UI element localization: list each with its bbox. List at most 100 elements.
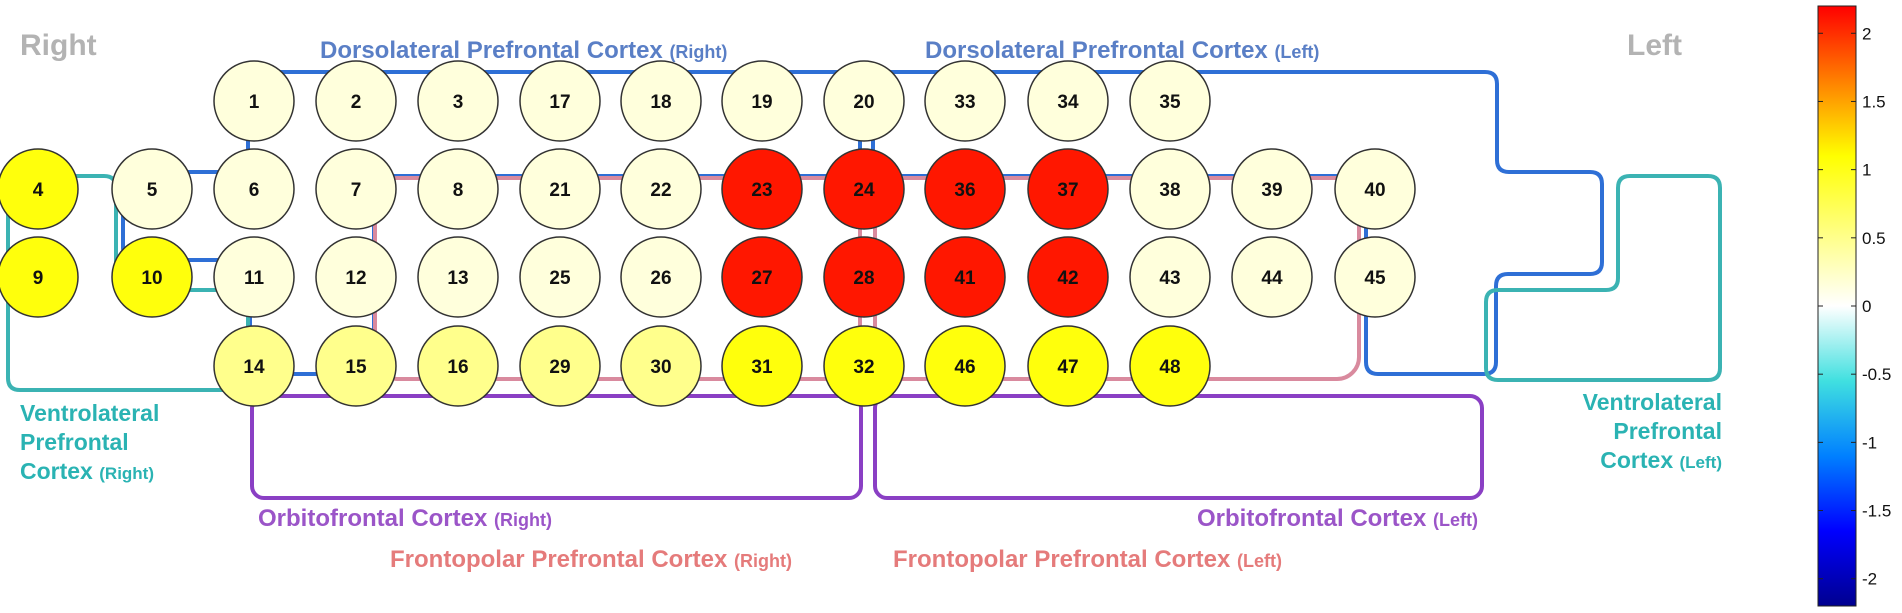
vlpfc-right-line3-text: Cortex [20,458,93,484]
channel-37-label: 37 [1057,180,1078,201]
channel-5-label: 5 [147,180,158,201]
channel-13-circle [417,236,499,318]
channel-42-circle [1027,236,1109,318]
channel-45-circle [1334,236,1416,318]
dlpfc-left-label: Dorsolateral Prefrontal Cortex (Left) [925,37,1319,64]
channel-23-circle [721,148,803,230]
channel-40-label: 40 [1364,180,1385,201]
ofc-left-label: Orbitofrontal Cortex (Left) [1197,505,1478,532]
vlpfc-left-side: (Left) [1680,453,1722,472]
channel-24-label: 24 [853,180,875,201]
channel-31-circle [721,325,803,407]
channel-26-label: 26 [650,268,671,289]
channel-40-circle [1334,148,1416,230]
side-label-right: Right [20,29,97,62]
channel-30-label: 30 [650,357,671,378]
dlpfc-right-label: Dorsolateral Prefrontal Cortex (Right) [320,37,727,64]
channel-42-label: 42 [1057,268,1078,289]
channel-14-label: 14 [243,357,265,378]
channel-6-circle [213,148,295,230]
channel-2-label: 2 [351,92,362,113]
ofc-left-outline [873,394,1484,500]
channel-39-circle [1231,148,1313,230]
fppfc-left-side: (Left) [1237,551,1282,571]
channel-30-circle [620,325,702,407]
channel-grid: 1 2 3 17 18 19 20 33 34 354 5 6 7 8 21 22 23 24 36 37 38 39 40… [0,60,1416,407]
channel-32-label: 32 [853,357,874,378]
channel-43-circle [1129,236,1211,318]
vlpfc-left-line1: Ventrolateral [1583,389,1722,415]
vlpfc-left-line3-text: Cortex [1600,447,1673,473]
colorbar-tick-label: 1 [1862,161,1871,180]
channel-38-circle [1129,148,1211,230]
vlpfc-right-line3: Cortex (Right) [20,458,154,484]
channel-29-label: 29 [549,357,570,378]
channel-38-label: 38 [1159,180,1180,201]
channel-23-label: 23 [751,180,772,201]
channel-34-label: 34 [1057,92,1079,113]
channel-16-label: 16 [447,357,468,378]
channel-6-label: 6 [249,180,260,201]
channel-33-circle [924,60,1006,142]
channel-15-circle [315,325,397,407]
fppfc-left-name: Frontopolar Prefrontal Cortex [893,546,1231,573]
channel-35-label: 35 [1159,92,1181,113]
channel-25-circle [519,236,601,318]
channel-12-circle [315,236,397,318]
channel-8-label: 8 [453,180,464,201]
channel-43-label: 43 [1159,268,1180,289]
channel-31-label: 31 [751,357,773,378]
colorbar-tick-label: 1.5 [1862,92,1886,111]
colorbar-tick-label: 2 [1862,24,1871,43]
colorbar-tick-label: -0.5 [1862,365,1891,384]
channel-10-label: 10 [141,268,162,289]
channel-26-circle [620,236,702,318]
ofc-right-name: Orbitofrontal Cortex [258,505,488,532]
channel-19-label: 19 [751,92,772,113]
channel-11-label: 11 [244,268,265,289]
dlpfc-left-side: (Left) [1274,42,1319,62]
channel-17-circle [519,60,601,142]
colorbar-tick-label: -1.5 [1862,502,1891,521]
colorbar-tick-label: 0 [1862,297,1871,316]
channel-7-label: 7 [351,180,362,201]
vlpfc-left-line3: Cortex (Left) [1600,447,1722,473]
channel-20-circle [823,60,905,142]
channel-45-label: 45 [1364,268,1386,289]
channel-18-circle [620,60,702,142]
channel-17-label: 17 [549,92,570,113]
channel-41-label: 41 [954,268,976,289]
channel-44-circle [1231,236,1313,318]
channel-22-label: 22 [650,180,671,201]
fppfc-right-name: Frontopolar Prefrontal Cortex [390,546,728,573]
channel-1-circle [213,60,295,142]
channel-47-circle [1027,325,1109,407]
channel-41-circle [924,236,1006,318]
channel-36-circle [924,148,1006,230]
vlpfc-left-line2: Prefrontal [1613,418,1722,444]
ofc-left-name: Orbitofrontal Cortex [1197,505,1427,532]
channel-36-label: 36 [954,180,975,201]
ofc-right-outline [250,394,863,500]
channel-35-circle [1129,60,1211,142]
dlpfc-left-outline [871,70,1604,376]
channel-1-label: 1 [249,92,260,113]
channel-4-label: 4 [33,180,44,201]
fppfc-left-label: Frontopolar Prefrontal Cortex (Left) [893,546,1282,573]
channel-9-label: 9 [33,268,44,289]
channel-2-circle [315,60,397,142]
channel-48-label: 48 [1159,357,1180,378]
channel-14-circle [213,325,295,407]
vlpfc-right-line2: Prefrontal [20,429,129,455]
channel-29-circle [519,325,601,407]
colorbar-tick-label: -1 [1862,433,1877,452]
channel-48-circle [1129,325,1211,407]
channel-19-circle [721,60,803,142]
channel-46-label: 46 [954,357,975,378]
vlpfc-right-side: (Right) [99,464,154,483]
fppfc-right-label: Frontopolar Prefrontal Cortex (Right) [390,546,792,573]
channel-32-circle [823,325,905,407]
channel-13-label: 13 [447,268,468,289]
channel-16-circle [417,325,499,407]
colorbar-ticks: 2 1.5 1 0.5 0 -0.5 -1 -1.5 -2 [1818,24,1891,589]
